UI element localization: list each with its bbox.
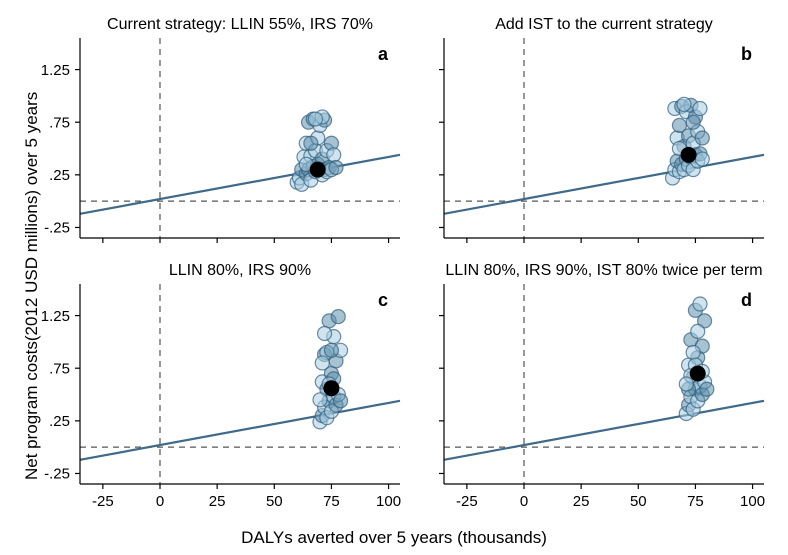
trend-line [444, 401, 764, 460]
x-tick-label: 25 [209, 493, 226, 510]
panel-letter-d: d [741, 290, 752, 310]
y-tick-label: 1.25 [41, 62, 70, 79]
panel-letter-a: a [378, 44, 389, 64]
scatter-point [686, 115, 700, 129]
panel-plot-b: b [444, 38, 764, 238]
scatter-point [686, 345, 700, 359]
scatter-point [304, 136, 318, 150]
scatter-point [315, 356, 329, 370]
scatter-point [324, 343, 338, 357]
x-tick-label: 0 [520, 493, 528, 510]
scatter-point [329, 160, 343, 174]
x-axis-label: DALYs averted over 5 years (thousands) [0, 528, 788, 548]
panel-letter-b: b [741, 44, 752, 64]
panel-plot-a: -.25.25.751.25a [80, 38, 400, 238]
figure: Net program costs(2012 USD millions) ove… [0, 0, 788, 555]
scatter-point [693, 297, 707, 311]
y-tick-label: -.25 [44, 220, 70, 237]
x-tick-label: 50 [630, 493, 647, 510]
x-tick-label: 100 [376, 493, 401, 510]
panel-b: Add IST to the current strategyb [444, 38, 764, 238]
scatter-point [679, 377, 693, 391]
y-tick-label: -.25 [44, 466, 70, 483]
panel-title-a: Current strategy: LLIN 55%, IRS 70% [80, 16, 400, 34]
trend-line [80, 155, 400, 214]
scatter-point [331, 310, 345, 324]
panel-plot-c: -250255075100-.25.25.751.25c [80, 284, 400, 484]
scatter-point [695, 152, 709, 166]
x-tick-label: 0 [156, 493, 164, 510]
scatter-point [318, 326, 332, 340]
panel-title-c: LLIN 80%, IRS 90% [80, 262, 400, 280]
y-tick-label: 1.25 [41, 308, 70, 325]
scatter-point [313, 393, 327, 407]
y-axis-label: Net program costs(2012 USD millions) ove… [22, 92, 42, 480]
trend-line [444, 155, 764, 214]
y-tick-label: .25 [49, 413, 70, 430]
panel-letter-c: c [378, 290, 388, 310]
xlabel-text: DALYs averted over 5 years (thousands) [241, 528, 547, 547]
x-tick-label: 100 [740, 493, 765, 510]
central-marker [690, 365, 706, 381]
scatter-point [677, 97, 691, 111]
panel-c: LLIN 80%, IRS 90%-250255075100-.25.25.75… [80, 284, 400, 484]
panel-title-d: LLIN 80%, IRS 90%, IST 80% twice per ter… [444, 262, 764, 280]
ylabel-text: Net program costs(2012 USD millions) ove… [22, 92, 41, 480]
central-marker [323, 380, 339, 396]
scatter-point [334, 394, 348, 408]
y-tick-label: .25 [49, 167, 70, 184]
x-tick-label: -25 [456, 493, 478, 510]
central-marker [681, 147, 697, 163]
trend-line [80, 401, 400, 460]
scatter-point [327, 148, 341, 162]
panel-d: LLIN 80%, IRS 90%, IST 80% twice per ter… [444, 284, 764, 484]
scatter-point [693, 102, 707, 116]
x-tick-label: 50 [266, 493, 283, 510]
x-tick-label: 75 [687, 493, 704, 510]
y-tick-label: .75 [49, 114, 70, 131]
scatter-point [695, 131, 709, 145]
panel-plot-d: -250255075100d [444, 284, 764, 484]
central-marker [310, 162, 326, 178]
y-tick-label: .75 [49, 360, 70, 377]
x-tick-label: 25 [573, 493, 590, 510]
panel-a: Current strategy: LLIN 55%, IRS 70%-.25.… [80, 38, 400, 238]
panel-title-b: Add IST to the current strategy [444, 16, 764, 34]
x-tick-label: -25 [92, 493, 114, 510]
scatter-point [700, 382, 714, 396]
scatter-point [308, 112, 322, 126]
scatter-point [691, 324, 705, 338]
x-tick-label: 75 [323, 493, 340, 510]
